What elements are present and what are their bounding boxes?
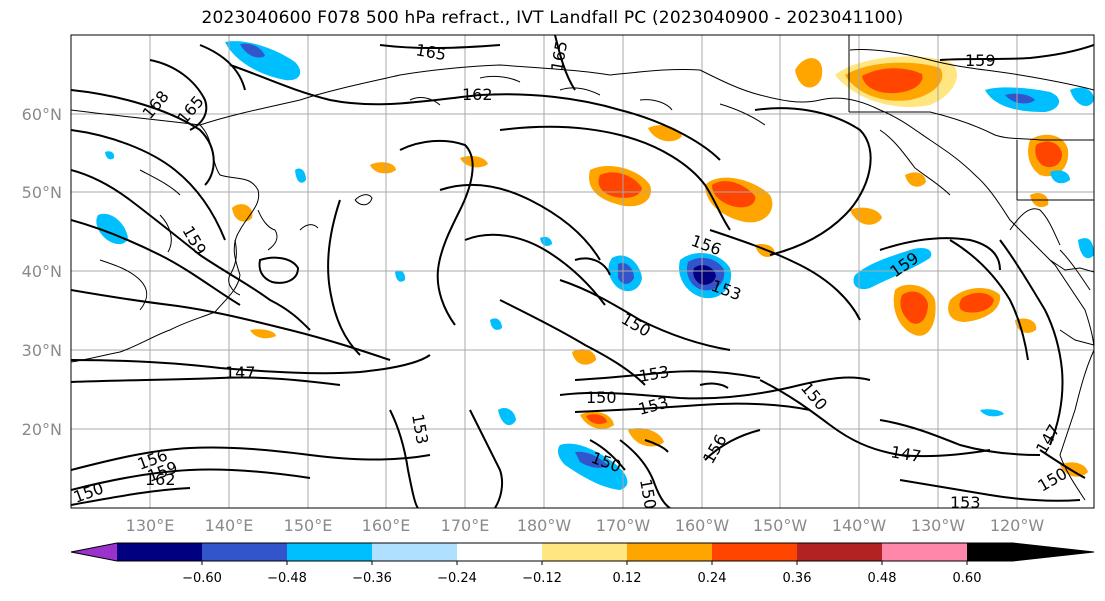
lat-label-50n: 50°N [22,183,62,202]
colorbar-tick-label: 0.12 [613,571,642,586]
colorbar-tick-label: 0.60 [953,571,982,586]
lon-label: 140°E [205,516,254,535]
colorbar-tick-label: −0.24 [437,571,477,586]
lat-label-40n: 40°N [22,262,62,281]
colorbar-segment [882,543,967,561]
contour-label: 147 [889,442,922,466]
colorbar-tick-label: 0.48 [868,571,897,586]
graticule [71,35,1094,508]
contour-label: 162 [462,85,493,104]
map-frame [70,34,1095,509]
anomaly-shading [96,41,1094,490]
lon-label: 160°E [362,516,411,535]
contour-label: 153 [636,393,670,419]
contour-labels: 165 165 168 165 162 159 159 156 153 150 … [71,39,1070,512]
contour-label: 153 [709,276,744,304]
colorbar-segment [627,543,712,561]
lon-label: 180°W [517,516,572,535]
contour-label: 147 [225,363,256,382]
colorbar-outline [70,542,1095,562]
latitude-labels: 60°N 50°N 40°N 30°N 20°N [22,105,62,439]
colorbar-segment [117,543,202,561]
colorbar-tick-label: 0.36 [783,571,812,586]
contour-label: 165 [414,40,447,64]
lon-label: 130°W [911,516,966,535]
lon-label: 160°W [675,516,730,535]
colorbar-segment [372,543,457,561]
colorbar-tick-label: −0.48 [267,571,307,586]
lat-label-30n: 30°N [22,341,62,360]
colorbar-tick-label: 0.24 [698,571,727,586]
colorbar-segment [542,543,627,561]
lat-label-60n: 60°N [22,105,62,124]
lon-label: 130°E [126,516,175,535]
lon-label: 140°W [832,516,887,535]
contour-label: 147 [1032,421,1064,457]
political-borders [848,35,1094,346]
colorbar-segment [202,543,287,561]
coastlines [71,49,1094,501]
longitude-labels: 130°E 140°E 150°E 160°E 170°E 180°W 170°… [126,516,1045,535]
colorbar-tick-label: −0.60 [182,571,222,586]
lon-label: 150°W [753,516,808,535]
colorbar-segment [457,543,542,561]
contour-label: 168 [139,87,173,123]
colorbar-tick-label: −0.12 [522,571,562,586]
contour-label: 150 [636,477,660,510]
contour-label: 150 [586,388,617,407]
map-title: 2023040600 F078 500 hPa refract., IVT La… [201,8,904,28]
contour-label: 165 [547,39,571,72]
contour-label: 153 [950,493,981,512]
colorbar-tick-label: −0.36 [352,571,392,586]
lon-label: 120°W [990,516,1045,535]
contour-label: 153 [408,412,432,445]
lat-label-20n: 20°N [22,420,62,439]
colorbar-ticks [201,561,968,565]
colorbar-segment [712,543,797,561]
contour-label: 156 [699,431,731,467]
colorbar-segment [797,543,882,561]
lon-label: 170°W [596,516,651,535]
contour-label: 150 [71,478,106,506]
colorbar-extend-low [71,543,117,561]
contour-label: 162 [145,470,176,489]
colorbar: −0.60 −0.48 −0.36 −0.24 −0.12 0.12 0.24 … [70,542,1095,586]
lon-label: 170°E [441,516,490,535]
colorbar-segment [287,543,372,561]
refractivity-contours [71,35,1094,508]
contour-label: 153 [637,362,670,386]
colorbar-extend-high [967,543,1094,561]
lon-label: 150°E [284,516,333,535]
contour-label: 159 [965,51,996,70]
